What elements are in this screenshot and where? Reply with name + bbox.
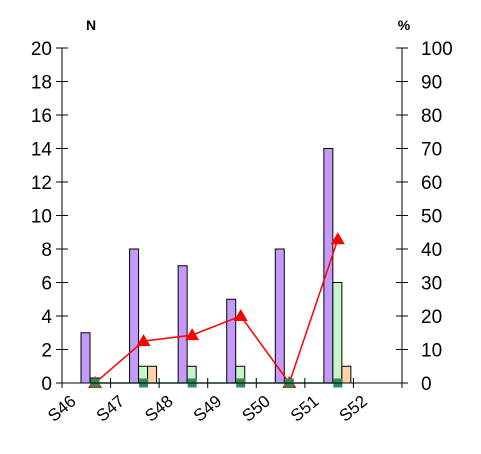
category-label: S48	[141, 392, 176, 426]
category-label: S51	[287, 392, 322, 426]
left-tick-label: 10	[31, 207, 52, 228]
right-tick-label: 80	[421, 106, 442, 127]
category-label: S47	[93, 392, 128, 426]
right-axis: 0 10 20 30 40 50 60 70 80 90 100	[396, 39, 453, 395]
bar-S47	[147, 365, 158, 384]
left-tick-label: 8	[41, 240, 52, 261]
bar-S46	[80, 332, 91, 384]
bar-S48	[177, 265, 188, 384]
right-tick-label: 100	[421, 39, 453, 60]
left-tick-label: 12	[31, 173, 52, 194]
left-tick-label: 16	[31, 106, 52, 127]
left-axis-title: N	[86, 17, 96, 33]
left-tick-label: 14	[31, 140, 53, 161]
bar-S49	[226, 298, 237, 384]
right-tick-label: 40	[421, 240, 442, 261]
category-label: S52	[336, 392, 371, 426]
line-series-1	[94, 239, 339, 385]
triangle-marker	[185, 328, 200, 341]
right-tick-label: 10	[421, 341, 442, 362]
bar-S50	[274, 248, 285, 384]
right-tick-label: 70	[421, 140, 442, 161]
category-label: S49	[190, 392, 225, 426]
category-label: S46	[44, 392, 79, 426]
category-label: S50	[238, 392, 273, 426]
triangle-marker	[136, 334, 151, 347]
bars	[80, 148, 352, 384]
right-tick-label: 60	[421, 173, 442, 194]
left-tick-label: 6	[41, 274, 52, 295]
left-axis: 0 2 4 6 8 10 12 14 16 18 20	[31, 39, 68, 395]
triangle-marker	[330, 232, 345, 245]
right-tick-label: 0	[421, 374, 432, 395]
left-tick-label: 18	[31, 73, 52, 94]
right-axis-title: %	[398, 17, 411, 33]
right-tick-label: 50	[421, 207, 442, 228]
left-tick-label: 0	[41, 374, 52, 395]
right-tick-label: 20	[421, 307, 442, 328]
right-tick-label: 30	[421, 274, 442, 295]
left-tick-label: 4	[41, 307, 52, 328]
lines	[88, 232, 345, 388]
left-tick-label: 2	[41, 341, 52, 362]
bar-S51	[341, 365, 352, 384]
right-tick-label: 90	[421, 73, 442, 94]
bar-S47	[129, 248, 140, 384]
bar-S51	[332, 282, 343, 384]
left-tick-label: 20	[31, 39, 52, 60]
triangle-marker	[233, 309, 248, 321]
